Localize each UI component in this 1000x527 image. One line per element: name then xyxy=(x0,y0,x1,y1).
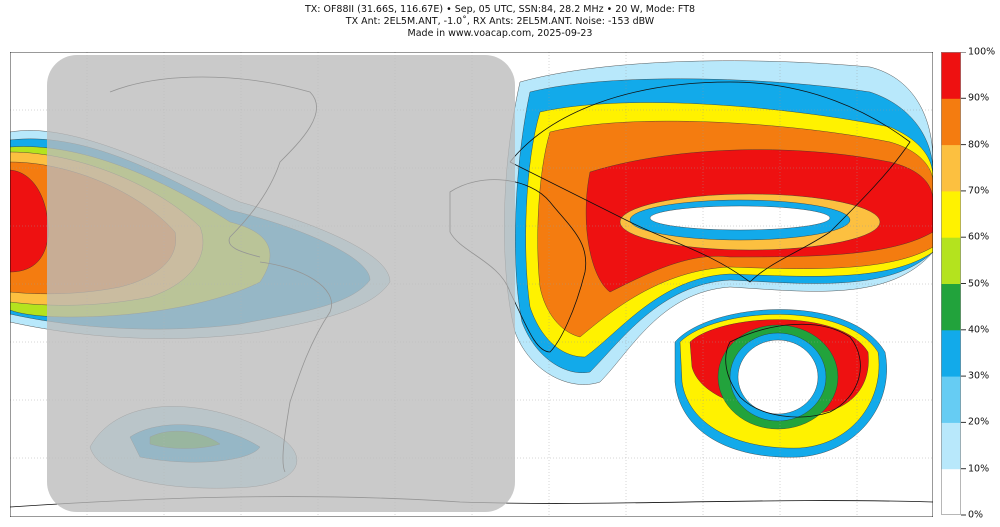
colorbar-band-20-30 xyxy=(941,376,961,423)
coast-eurasia xyxy=(509,81,911,283)
colorbar-label: 0% xyxy=(968,509,984,521)
colorbar-label: 90% xyxy=(968,92,990,104)
coast-australia xyxy=(725,323,861,418)
title-line-2: TX Ant: 2EL5M.ANT, -1.0˚, RX Ants: 2EL5M… xyxy=(345,16,655,27)
colorbar-band-70-80 xyxy=(941,144,961,192)
colorbar-label: 50% xyxy=(968,278,990,289)
colorbar-band-30-40 xyxy=(941,329,961,377)
colorbar-label: 40% xyxy=(968,324,990,336)
coverage-map xyxy=(10,52,933,517)
colorbar-band-0-10 xyxy=(941,468,961,516)
colorbar-label: 70% xyxy=(968,185,990,197)
colorbar-band-40-50 xyxy=(941,283,961,331)
colorbar-label: 10% xyxy=(968,463,990,475)
colorbar-band-60-70 xyxy=(941,190,961,238)
colorbar-band-90-100 xyxy=(941,52,961,99)
colorbar-label: 60% xyxy=(968,231,990,243)
colorbar-label: 20% xyxy=(968,416,990,428)
colorbar-band-80-90 xyxy=(941,98,961,146)
title-line-1: TX: OF88II (31.66S, 116.67E) • Sep, 05 U… xyxy=(304,4,696,15)
contour-hole-inner xyxy=(649,205,831,231)
colorbar-frame xyxy=(941,52,961,515)
colorbar-label: 100% xyxy=(968,46,996,58)
colorbar-label: 30% xyxy=(968,370,990,382)
title-line-3: Made in www.voacap.com, 2025-09-23 xyxy=(407,28,593,39)
colorbar xyxy=(941,52,966,516)
colorbar-label: 80% xyxy=(968,139,990,151)
colorbar-band-50-60 xyxy=(941,237,961,284)
colorbar-band-10-20 xyxy=(941,422,961,470)
night-overlay xyxy=(47,55,515,512)
contour-aus-inner-white xyxy=(737,339,819,415)
